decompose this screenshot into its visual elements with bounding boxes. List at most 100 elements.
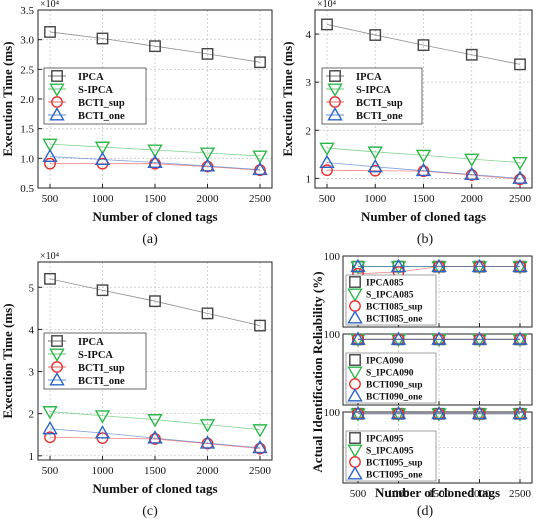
legend-label: BCTI085_one xyxy=(366,315,422,325)
x-tick-label: 2000 xyxy=(197,193,220,205)
x-tick-label: 2500 xyxy=(509,193,532,205)
x-tick-label: 500 xyxy=(42,193,59,205)
data-point-BCTI090_one xyxy=(390,331,407,345)
y-tick-label: 100 xyxy=(324,407,341,419)
legend-label: IPCA090 xyxy=(366,357,404,367)
axis-multiplier: ×10⁴ xyxy=(317,0,337,10)
y-tick-label: 2 xyxy=(306,125,312,137)
plot-frame xyxy=(342,255,533,328)
legend-label: S-IPCA xyxy=(78,350,113,361)
legend-label: BCTI_one xyxy=(78,111,125,122)
x-tick-label: 2500 xyxy=(249,193,272,205)
data-point-BCTI_one xyxy=(252,439,268,454)
x-tick-label: 1000 xyxy=(364,193,387,205)
x-tick-label: 1000 xyxy=(92,193,115,205)
legend-label: IPCA xyxy=(78,337,104,348)
y-tick-label: 4 xyxy=(306,29,312,41)
series-line-S-IPCA xyxy=(49,143,261,157)
legend-marker xyxy=(349,276,361,288)
series-line-IPCA xyxy=(326,24,521,65)
data-point-BCTI095_one xyxy=(431,405,447,420)
legend-label: S_IPCA085 xyxy=(366,291,414,301)
data-point-BCTI_one xyxy=(147,154,163,168)
chart-d: 100 IPCA085 S_IPCA085 BCTI085_sup BCTI085_on… xyxy=(310,251,533,500)
data-point-S-IPCA xyxy=(42,138,58,152)
data-point-BCTI090_one xyxy=(350,331,366,345)
series-line-BCTI_sup xyxy=(326,169,521,180)
data-point-BCTI_sup xyxy=(44,157,56,170)
y-tick-label: 3 xyxy=(306,77,312,89)
data-point-S-IPCA xyxy=(147,414,163,428)
legend-label: IPCA085 xyxy=(366,279,404,289)
data-point-IPCA xyxy=(149,295,161,308)
legend-marker xyxy=(49,348,65,362)
series-line-BCTI_one xyxy=(49,428,261,449)
y-tick-label: 100 xyxy=(324,329,341,341)
x-tick-label: 2000 xyxy=(197,465,220,477)
legend-label: BCTI_sup xyxy=(78,363,125,374)
caption-a: (a) xyxy=(142,232,158,247)
y-tick-label: 1 xyxy=(306,173,312,185)
legend: IPCA S-IPCA BCTI_sup BCTI_one xyxy=(43,332,147,390)
legend: IPCA095 S_IPCA095 BCTI095_sup BCTI095_one xyxy=(345,430,437,482)
data-point-BCTI_one xyxy=(94,425,111,439)
legend-label: BCTI090_one xyxy=(366,393,422,403)
x-axis-label: Number of cloned tags xyxy=(361,209,486,224)
series-line-BCTI_one xyxy=(326,162,521,179)
legend-label: BCTI090_sup xyxy=(366,381,423,391)
y-tick-label: 100 xyxy=(324,251,341,263)
data-point-S-IPCA xyxy=(94,141,111,155)
data-point-BCTI095_one xyxy=(471,405,488,420)
data-point-BCTI085_one xyxy=(350,258,366,273)
data-point-S-IPCA xyxy=(147,144,163,158)
data-point-S-IPCA xyxy=(252,424,268,438)
x-tick-label: 1000 xyxy=(92,465,115,477)
axis-multiplier: ×10⁴ xyxy=(40,0,60,10)
data-point-IPCA xyxy=(369,29,382,41)
x-tick-label: 2000 xyxy=(461,193,484,205)
data-point-BCTI_one xyxy=(42,148,58,163)
legend-label: BCTI_sup xyxy=(356,98,403,109)
legend-label: BCTI085_sup xyxy=(366,303,423,313)
axis-multiplier: ×10⁴ xyxy=(40,251,60,262)
data-point-IPCA xyxy=(149,40,161,53)
legend-marker xyxy=(51,335,63,347)
series-line-S-IPCA xyxy=(49,411,261,431)
y-tick-label: 4 xyxy=(29,324,35,336)
data-point-S-IPCA xyxy=(367,146,383,160)
x-tick-label: 1500 xyxy=(144,193,167,205)
legend-label: S_IPCA095 xyxy=(366,447,414,457)
data-point-BCTI090_one xyxy=(431,331,447,345)
data-point-BCTI_one xyxy=(199,158,216,172)
data-point-BCTI_sup xyxy=(254,442,266,455)
data-point-BCTI_one xyxy=(512,170,528,184)
data-point-BCTI085_one xyxy=(431,258,447,273)
data-point-IPCA xyxy=(417,39,430,52)
data-point-BCTI_one xyxy=(319,154,335,169)
data-point-IPCA xyxy=(96,284,109,297)
data-point-S-IPCA xyxy=(464,153,480,168)
data-point-IPCA xyxy=(321,18,333,31)
series-line-IPCA xyxy=(49,278,261,327)
legend-marker xyxy=(347,444,363,458)
chart-b: 1 2 3 4 500 1000 1500 2000 2500 ×10⁴ Number of clo… xyxy=(280,0,533,224)
data-point-BCTI_one xyxy=(367,158,383,173)
legend: IPCA S-IPCA BCTI_sup BCTI_one xyxy=(43,67,147,125)
legend-label: BCTI_sup xyxy=(78,98,125,109)
legend-label: BCTI095_one xyxy=(366,471,422,481)
data-point-BCTI_sup xyxy=(321,164,333,177)
y-tick-label: 2.5 xyxy=(20,64,34,76)
x-axis-label: Number of cloned tags xyxy=(375,485,500,500)
data-point-IPCA xyxy=(44,26,56,38)
data-point-BCTI095_one xyxy=(390,405,407,420)
legend: IPCA085 S_IPCA085 BCTI085_sup BCTI085_one xyxy=(345,274,437,326)
legend: IPCA090 S_IPCA090 BCTI090_sup BCTI090_one xyxy=(345,352,437,404)
data-point-IPCA xyxy=(96,32,109,45)
legend-label: BCTI_one xyxy=(356,111,403,122)
data-point-IPCA xyxy=(201,48,214,60)
data-point-IPCA xyxy=(254,319,266,332)
legend-marker xyxy=(49,372,65,386)
data-point-BCTI085_one xyxy=(471,258,488,273)
data-point-IPCA xyxy=(201,307,214,320)
